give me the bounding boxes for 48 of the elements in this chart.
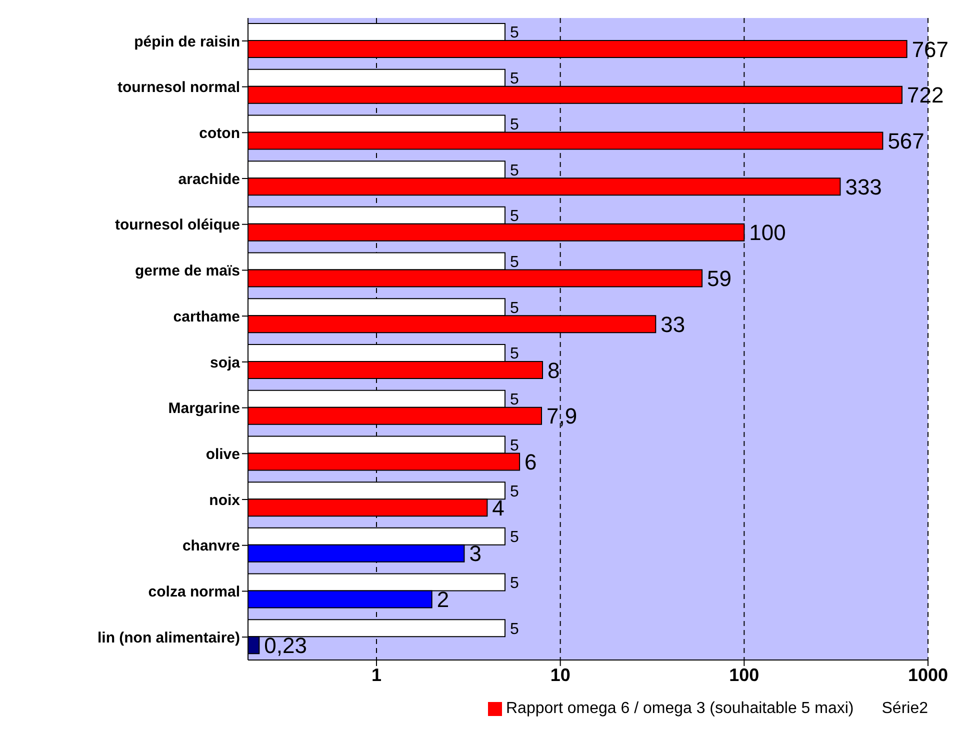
x-tick-label: 10	[550, 664, 570, 685]
y-tick-label: olive	[206, 446, 240, 463]
data-label: 3	[469, 541, 482, 566]
y-tick-label: tournesol normal	[117, 79, 240, 96]
data-label: 33	[660, 312, 686, 337]
data-label: 722	[906, 82, 944, 108]
data-label: 5	[510, 24, 519, 42]
data-label: 5	[510, 529, 519, 546]
data-label: 567	[888, 128, 924, 154]
data-label: 59	[707, 266, 732, 292]
data-label: 4	[492, 495, 504, 520]
data-label: 5	[510, 208, 519, 226]
data-label: 100	[749, 220, 786, 246]
legend-label: Rapport omega 6 / omega 3 (souhaitable 5 maxi)	[506, 700, 854, 717]
data-label: 5	[510, 620, 519, 638]
y-tick-label: tournesol oléique	[114, 216, 240, 234]
y-tick-label: arachide	[178, 170, 240, 188]
y-tick-label: colza normal	[148, 584, 240, 601]
y-tick-label: noix	[209, 492, 241, 509]
data-label: 2	[436, 587, 450, 612]
y-tick-label: carthame	[173, 308, 240, 326]
data-label: 5	[510, 254, 519, 271]
x-tick-label: 100	[729, 664, 760, 685]
data-label: 8	[548, 358, 560, 383]
y-tick-label: Margarine	[168, 400, 240, 418]
data-label: 5	[510, 483, 519, 500]
y-tick-label: chanvre	[182, 538, 240, 555]
data-label: 767	[912, 36, 949, 62]
y-tick-label: lin (non alimentaire)	[97, 629, 240, 646]
data-label: 5	[510, 437, 519, 454]
data-label: 7,9	[546, 404, 578, 429]
data-label: 5	[510, 574, 519, 592]
data-label: 5	[510, 70, 519, 88]
y-tick-label: soja	[210, 354, 241, 372]
y-tick-label: germe de maïs	[134, 262, 240, 280]
data-label: 0,23	[264, 632, 307, 658]
x-tick-label: 1	[371, 664, 382, 685]
data-label: 333	[845, 174, 882, 200]
data-label: 5	[510, 346, 519, 363]
data-label: 5	[510, 392, 519, 409]
x-tick-label: 1000	[908, 664, 948, 685]
y-tick-label: pépin de raisin	[134, 33, 240, 50]
data-label: 6	[524, 450, 537, 475]
data-label: 5	[510, 162, 519, 180]
data-label: 5	[510, 116, 519, 134]
y-tick-label: coton	[199, 124, 240, 142]
data-label: 5	[510, 300, 519, 317]
text: Série2	[882, 700, 928, 717]
